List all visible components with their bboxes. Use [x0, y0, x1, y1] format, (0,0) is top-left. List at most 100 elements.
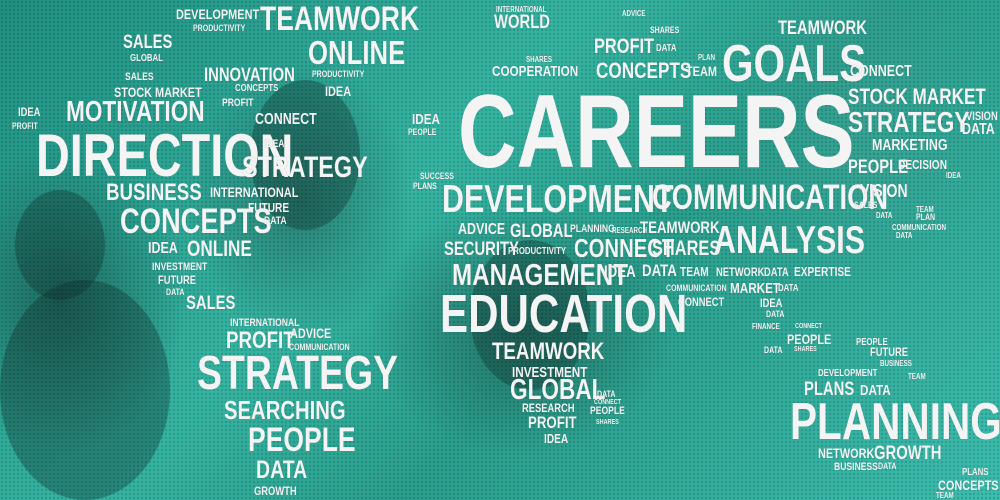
person-silhouette [0, 280, 170, 500]
word: CONCEPTS [596, 58, 692, 83]
word: PLANS [804, 379, 855, 400]
word: EDUCATION [440, 284, 688, 344]
word: WORLD [494, 12, 550, 33]
word: TEAM [936, 491, 954, 500]
word: SALES [854, 200, 878, 210]
word: PEOPLE [248, 421, 356, 459]
word: SHARES [794, 346, 817, 353]
word: BUSINESS [834, 461, 878, 473]
word: MOTIVATION [66, 96, 205, 128]
word: BUSINESS [880, 359, 912, 368]
word: DATA [764, 345, 783, 355]
word: ADVICE [290, 325, 332, 341]
word: SUCCESS [420, 171, 454, 181]
word: DIRECTION [36, 122, 294, 189]
word: COMMUNICATION [892, 223, 946, 232]
word: VISION [966, 109, 998, 123]
word: PRODUCTIVITY [508, 246, 567, 257]
word: INTERNATIONAL [210, 184, 299, 200]
word: FUTURE [870, 345, 908, 359]
word: PLAN [698, 53, 715, 62]
word: EXPERTISE [794, 264, 851, 279]
word: DATA [896, 231, 913, 240]
word: NETWORK [818, 445, 875, 461]
word: DATA [778, 283, 799, 294]
word: GROWTH [254, 484, 297, 498]
word: INVESTMENT [152, 261, 208, 273]
word: ONLINE [187, 236, 252, 261]
word: SHARES [650, 25, 680, 35]
word: STRATEGY [242, 151, 368, 184]
word: PROFIT [594, 35, 655, 58]
word: MARKETING [872, 137, 948, 154]
word: IDEA [412, 111, 440, 128]
word: CONCEPTS [235, 83, 279, 94]
word: TEAM [916, 205, 934, 214]
word: GROWTH [874, 443, 942, 464]
word: CONNECT [574, 233, 675, 263]
word: SALES [186, 293, 236, 314]
word: SALES [125, 71, 154, 83]
word: DATA [642, 261, 677, 280]
word: TEAMWORK [492, 338, 605, 365]
word: TEAM [908, 372, 926, 381]
word: GOALS [722, 35, 867, 93]
word: INTERNATIONAL [496, 5, 547, 14]
word: CONNECT [255, 111, 317, 128]
word: IDEA [264, 138, 285, 150]
word: STRATEGY [197, 347, 399, 400]
word: DATA [764, 265, 789, 279]
word: SHARES [526, 55, 553, 64]
word: DATA [962, 121, 995, 138]
word: ADVICE [458, 221, 506, 238]
word: GLOBAL [510, 221, 573, 242]
word: SEARCHING [224, 395, 346, 425]
person-silhouette [15, 190, 105, 300]
word: ONLINE [308, 34, 406, 71]
word: PROFIT [222, 97, 254, 109]
word: TEAMWORK [778, 18, 867, 39]
word: TEAM [680, 264, 709, 279]
word: IDEA [604, 262, 636, 281]
word: CONNECT [850, 63, 912, 80]
word: ADVICE [622, 9, 646, 18]
word: IDEA [544, 431, 569, 446]
word: DATA [876, 211, 893, 220]
word: SHARES [596, 419, 619, 426]
person-silhouette [250, 80, 360, 230]
word: GLOBAL [130, 53, 163, 64]
word: FINANCE [752, 322, 780, 331]
word: INTERNATIONAL [230, 317, 300, 329]
word: CONCEPTS [120, 202, 272, 241]
word: CONNECT [594, 399, 622, 406]
word: COMMUNICATION [289, 342, 350, 352]
word: CONCEPTS [938, 477, 999, 493]
word: IDEA [18, 105, 41, 119]
word: PLANS [962, 467, 989, 478]
person-silhouette [470, 240, 590, 390]
word: DATA [656, 43, 677, 54]
word: DATA [860, 382, 891, 399]
word: MARKET [730, 280, 781, 297]
word: PEOPLE [787, 331, 832, 347]
word: ANALYSIS [714, 219, 866, 262]
word: PEOPLE [856, 337, 888, 348]
word: BUSINESS [106, 179, 202, 206]
word: IDEA [325, 83, 352, 99]
word: PROFIT [528, 413, 577, 432]
word: TEAM [686, 63, 717, 79]
word: FUTURE [248, 200, 290, 215]
word: DEVELOPMENT [442, 178, 674, 221]
word: CAREERS [458, 74, 855, 190]
word: IDEA [148, 240, 178, 257]
word: SHARES [652, 237, 721, 260]
word: MANAGEMENT [452, 257, 628, 292]
word: PLANNING [790, 393, 1000, 451]
word: DATA [256, 456, 308, 484]
word: SALES [123, 32, 173, 53]
word: DATA [264, 215, 287, 227]
word: TEAMWORK [640, 218, 720, 237]
word: IDEA [760, 296, 783, 310]
word: PLANNING [570, 223, 615, 235]
